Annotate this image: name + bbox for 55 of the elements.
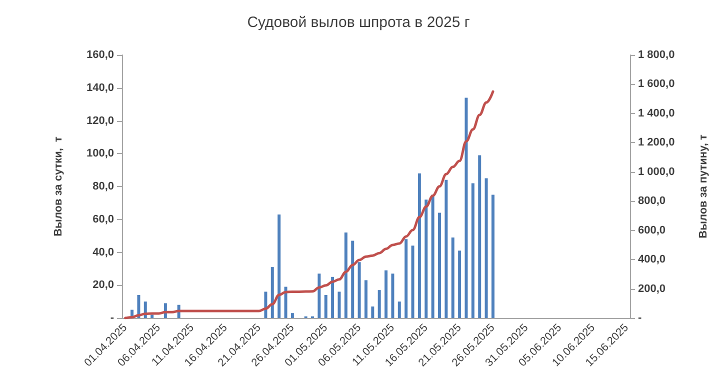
chart-title: Судовой вылов шпрота в 2025 г [247, 14, 470, 31]
bar [358, 262, 361, 318]
bar [290, 313, 294, 318]
y-tick-label: 40,0 [92, 246, 114, 258]
bar [418, 173, 421, 318]
bar [371, 306, 374, 318]
bar [478, 155, 482, 318]
bar [378, 290, 381, 318]
y-tick-label: 20,0 [92, 279, 114, 292]
y-tick-label: 100,0 [86, 148, 114, 160]
y2-tick-label: 600,0 [638, 224, 666, 236]
bar [344, 232, 348, 318]
bar [458, 250, 462, 318]
y-tick-label: 60,0 [92, 213, 114, 226]
y2-tick-label: - [638, 312, 642, 324]
bar [150, 314, 154, 318]
bar [351, 240, 354, 318]
bar [324, 294, 328, 318]
bar [338, 292, 341, 318]
bar [364, 280, 368, 318]
y2-tick-label: 1 200,0 [638, 136, 675, 149]
bar [398, 302, 401, 318]
bar [471, 183, 474, 318]
bar [431, 194, 434, 318]
bar [424, 200, 428, 318]
bar [391, 274, 394, 318]
y2-axis-title: Вылов за путину, т [698, 134, 710, 238]
bar [270, 267, 274, 318]
bar [284, 286, 288, 318]
y2-tick-label: 1 800,0 [638, 49, 675, 61]
y-tick-label: 120,0 [86, 114, 114, 127]
y-tick-label: - [110, 312, 114, 324]
bar [318, 274, 321, 318]
bar [278, 214, 281, 318]
bar [464, 98, 468, 318]
bar [491, 194, 494, 318]
y2-tick-label: 200,0 [638, 282, 666, 295]
bar [384, 270, 388, 318]
bar [411, 246, 414, 318]
y-tick-label: 140,0 [86, 82, 114, 94]
line-series [124, 90, 494, 320]
y-axis-title: Вылов за сутки, т [52, 136, 64, 236]
y2-tick-label: 1 000,0 [638, 166, 675, 178]
bar [404, 239, 408, 318]
bar [444, 180, 448, 318]
y2-tick-label: 400,0 [638, 254, 666, 266]
bar [438, 212, 441, 318]
y2-tick-label: 800,0 [638, 195, 666, 208]
y-tick-label: 80,0 [92, 180, 114, 192]
y2-tick-label: 1 400,0 [638, 107, 675, 120]
bar [331, 276, 334, 318]
y2-tick-label: 1 600,0 [638, 78, 675, 90]
bar [451, 237, 454, 318]
y-tick-label: 160,0 [86, 49, 114, 61]
bar [484, 178, 488, 318]
